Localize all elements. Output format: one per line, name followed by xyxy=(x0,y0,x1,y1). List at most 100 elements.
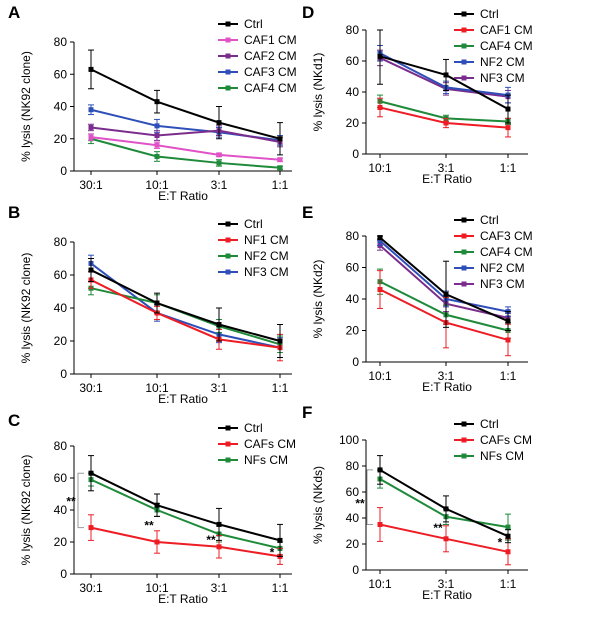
y-tick-label: 40 xyxy=(346,292,360,306)
series-nf1-cm xyxy=(88,271,283,362)
legend: Ctrl CAFs CM NFs CM xyxy=(454,417,532,463)
data-point xyxy=(154,99,160,105)
legend-swatch-marker xyxy=(225,21,231,27)
panel-e: E 0 20 40 60 80 10:1 3:1 1:1 E:T Ratio % lysis (NK… xyxy=(302,203,533,394)
y-tick-label: 80 xyxy=(54,439,68,453)
series-ctrl xyxy=(88,455,283,557)
panel-d: D 0 20 40 60 80 10:1 3:1 1:1 E:T Ratio % lysis (NK… xyxy=(302,3,533,186)
y-tick-label: 60 xyxy=(54,67,68,81)
x-tick-label: 10:1 xyxy=(145,581,169,595)
panel-letter: E xyxy=(302,203,313,222)
legend-label: CAF2 CM xyxy=(244,49,297,63)
legend-swatch-marker xyxy=(461,59,467,65)
data-point xyxy=(443,536,449,542)
panel-letter: C xyxy=(8,411,20,430)
data-point xyxy=(88,66,94,72)
y-axis-label: % lysis (NKd2) xyxy=(311,260,325,339)
data-point xyxy=(216,160,222,166)
significance-annotation: * xyxy=(498,535,503,549)
y-tick-label: 40 xyxy=(54,301,68,315)
legend-label: NF3 CM xyxy=(480,71,525,85)
series-cafs-cm xyxy=(88,514,283,565)
data-point xyxy=(216,322,222,327)
legend-label: CAFs CM xyxy=(480,433,532,447)
data-point xyxy=(505,533,511,539)
x-tick-label: 3:1 xyxy=(438,577,455,591)
legend-label: NFs CM xyxy=(244,453,288,467)
series-line xyxy=(379,478,509,529)
legend: Ctrl NF1 CM NF2 CM NF3 CM xyxy=(218,217,289,279)
y-tick-label: 20 xyxy=(346,537,360,551)
data-point xyxy=(443,72,449,78)
data-point xyxy=(377,238,383,244)
data-point xyxy=(443,120,449,126)
significance-annotation: ** xyxy=(66,494,76,508)
y-tick-label: 60 xyxy=(346,261,360,275)
x-tick-label: 3:1 xyxy=(211,178,228,192)
x-axis-label: E:T Ratio xyxy=(422,380,472,394)
y-tick-label: 60 xyxy=(346,54,360,68)
x-tick-label: 10:1 xyxy=(145,381,169,395)
legend-label: Ctrl xyxy=(480,213,499,227)
legend-swatch-marker xyxy=(461,249,467,255)
series-line xyxy=(90,279,281,349)
legend-label: CAF4 CM xyxy=(244,81,297,95)
data-point xyxy=(88,267,94,273)
y-tick-label: 40 xyxy=(54,100,68,114)
y-tick-label: 0 xyxy=(352,563,359,577)
y-tick-label: 0 xyxy=(352,355,359,369)
data-point xyxy=(154,123,160,129)
series-caf1-cm xyxy=(88,133,283,163)
y-tick-label: 80 xyxy=(54,235,68,249)
x-tick-label: 10:1 xyxy=(368,369,392,383)
panel-c: C 0 20 40 60 80 30:1 10:1 3:1 1:1 E:T Ratio % lysis… xyxy=(8,411,296,606)
series-line xyxy=(90,269,281,342)
legend-label: Ctrl xyxy=(244,217,263,231)
x-tick-label: 1:1 xyxy=(500,369,517,383)
data-point xyxy=(216,521,222,527)
legend-label: CAF1 CM xyxy=(244,33,297,47)
x-tick-label: 1:1 xyxy=(500,577,517,591)
legend-swatch-marker xyxy=(225,253,231,259)
x-axis-label: E:T Ratio xyxy=(158,189,208,203)
panel-a: A 0 20 40 60 80 30:1 10:1 3:1 1:1 E:T Ratio % lysis… xyxy=(8,3,297,203)
series-line xyxy=(90,262,281,349)
y-tick-label: 80 xyxy=(346,459,360,473)
y-tick-label: 20 xyxy=(346,324,360,338)
panel-letter: B xyxy=(8,203,20,222)
legend-label: NF1 CM xyxy=(244,233,289,247)
data-point xyxy=(154,153,160,159)
legend-swatch-marker xyxy=(225,425,231,431)
y-axis-label: % lysis (NKd1) xyxy=(311,53,325,132)
significance-bracket xyxy=(77,472,84,529)
y-tick-label: 60 xyxy=(54,268,68,282)
y-tick-label: 40 xyxy=(54,503,68,517)
series-line xyxy=(90,68,281,140)
legend-label: CAF3 CM xyxy=(480,229,533,243)
series-line xyxy=(90,137,281,169)
data-point xyxy=(216,152,222,158)
y-tick-label: 0 xyxy=(60,567,67,581)
legend-swatch-marker xyxy=(225,457,231,463)
significance-annotation: ** xyxy=(144,518,154,532)
y-axis-label: % lysis (NK92 clone) xyxy=(19,51,33,162)
y-tick-label: 40 xyxy=(346,511,360,525)
legend-swatch-marker xyxy=(461,281,467,287)
x-tick-label: 3:1 xyxy=(438,161,455,175)
data-point xyxy=(505,125,511,131)
significance-annotation: ** xyxy=(206,533,216,547)
series-ctrl xyxy=(377,235,511,331)
y-tick-label: 80 xyxy=(346,23,360,37)
x-tick-label: 1:1 xyxy=(272,381,289,395)
x-tick-label: 30:1 xyxy=(79,581,103,595)
data-point xyxy=(154,539,160,545)
legend-swatch-marker xyxy=(225,237,231,243)
y-tick-label: 20 xyxy=(54,132,68,146)
y-tick-label: 0 xyxy=(60,367,67,381)
legend-label: CAF3 CM xyxy=(244,65,297,79)
data-point xyxy=(88,525,94,531)
data-point xyxy=(377,53,383,59)
series-line xyxy=(90,472,281,542)
y-tick-label: 40 xyxy=(346,85,360,99)
data-point xyxy=(377,287,383,293)
